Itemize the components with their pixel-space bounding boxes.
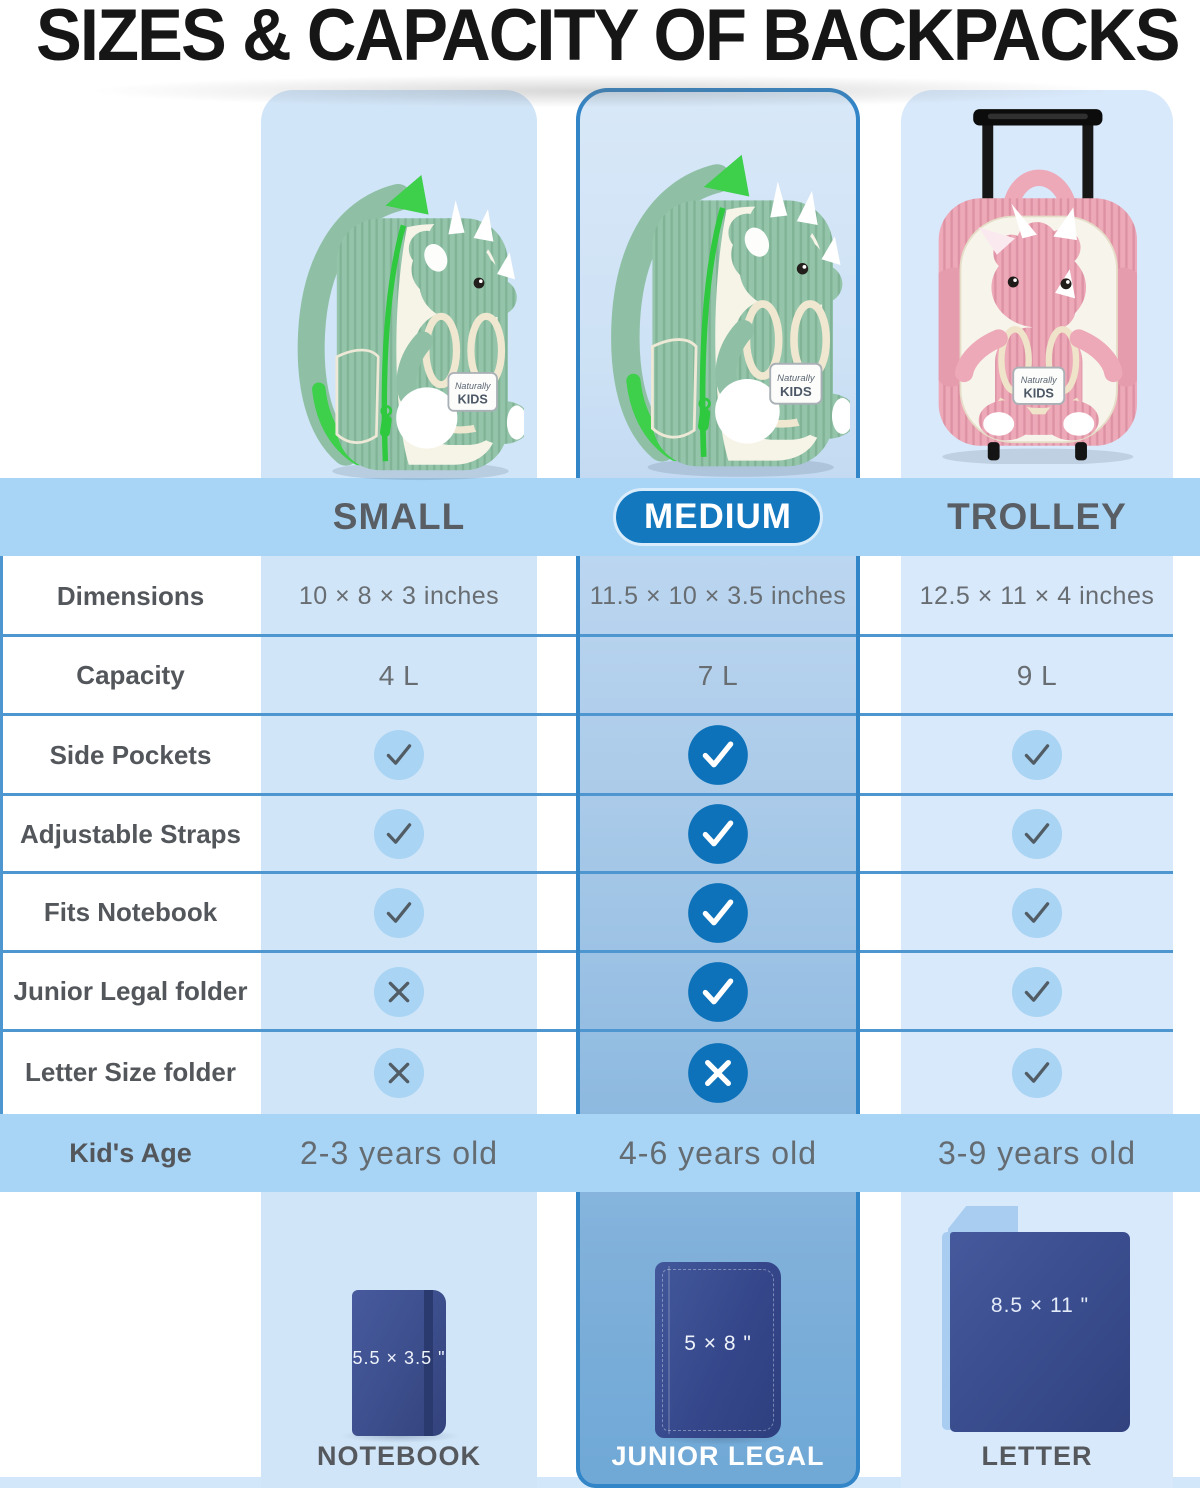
padfolio-spine bbox=[668, 1266, 670, 1434]
kids-age-band: Kid's Age 2-3 years old 4-6 years old 3-… bbox=[0, 1114, 1200, 1192]
cell-dimensions-trolley: 12.5 × 11 × 4 inches bbox=[919, 581, 1155, 610]
check-icon bbox=[261, 715, 537, 795]
cell-dimensions-medium: 11.5 × 10 × 3.5 inches bbox=[589, 581, 847, 610]
check-icon bbox=[576, 795, 860, 873]
row-junior-legal-folder: Junior Legal folder bbox=[0, 952, 1200, 1031]
row-divider bbox=[0, 713, 1173, 716]
column-header-small: SMALL bbox=[332, 496, 466, 537]
medium-column-highlight-border bbox=[576, 88, 860, 1488]
check-icon bbox=[901, 795, 1173, 873]
product-photo-medium-backpack bbox=[584, 126, 850, 478]
cross-icon bbox=[261, 1031, 537, 1114]
row-side-pockets: Side Pockets bbox=[0, 715, 1200, 795]
row-label-kids-age: Kid's Age bbox=[69, 1137, 192, 1168]
cell-capacity-medium: 7 L bbox=[697, 659, 739, 691]
cell-capacity-small: 4 L bbox=[378, 659, 420, 691]
junior-legal-padfolio-illustration: 5 × 8 " bbox=[655, 1262, 781, 1438]
cell-kids-age-trolley: 3-9 years old bbox=[938, 1134, 1136, 1171]
padfolio-stitching bbox=[662, 1269, 774, 1431]
junior-legal-caption: JUNIOR LEGAL bbox=[611, 1441, 825, 1471]
letter-caption: LETTER bbox=[981, 1441, 1093, 1471]
notebook-size-label: 5.5 × 3.5 " bbox=[352, 1348, 446, 1368]
row-fits-notebook: Fits Notebook bbox=[0, 873, 1200, 952]
title-shadow bbox=[70, 74, 1130, 108]
row-divider bbox=[0, 871, 1173, 874]
check-icon bbox=[901, 1031, 1173, 1114]
check-icon bbox=[901, 715, 1173, 795]
check-icon bbox=[261, 795, 537, 873]
cross-icon bbox=[576, 1031, 860, 1114]
row-letter-size-folder: Letter Size folder bbox=[0, 1031, 1200, 1114]
check-icon bbox=[901, 952, 1173, 1031]
letter-size-label: 8.5 × 11 " bbox=[990, 1294, 1090, 1317]
cell-dimensions-small: 10 × 8 × 3 inches bbox=[298, 581, 500, 610]
check-icon bbox=[901, 873, 1173, 952]
notebook-elastic-band bbox=[424, 1290, 433, 1436]
row-capacity: Capacity 4 L 7 L 9 L bbox=[0, 636, 1200, 715]
row-label-fits-notebook: Fits Notebook bbox=[43, 897, 218, 927]
check-icon bbox=[261, 873, 537, 952]
column-header-medium: MEDIUM bbox=[576, 478, 860, 556]
row-divider bbox=[0, 634, 1173, 637]
row-divider bbox=[0, 793, 1173, 796]
row-adjustable-straps: Adjustable Straps bbox=[0, 795, 1200, 873]
row-label-letter-size-folder: Letter Size folder bbox=[25, 1057, 236, 1087]
product-photo-small-backpack bbox=[272, 148, 524, 481]
letter-folder-illustration: 8.5 × 11 " bbox=[942, 1206, 1132, 1436]
row-divider bbox=[0, 1029, 1173, 1032]
check-icon bbox=[576, 952, 860, 1031]
page-title: SIZES & CAPACITY OF BACKPACKS bbox=[36, 0, 1180, 76]
cell-capacity-trolley: 9 L bbox=[1016, 659, 1058, 691]
check-icon bbox=[576, 873, 860, 952]
row-label-dimensions: Dimensions bbox=[56, 580, 205, 611]
cell-kids-age-medium: 4-6 years old bbox=[619, 1134, 817, 1171]
row-label-side-pockets: Side Pockets bbox=[49, 739, 212, 770]
product-photo-trolley-backpack bbox=[904, 100, 1168, 464]
row-label-adjustable-straps: Adjustable Straps bbox=[19, 818, 242, 849]
padfolio-size-label: 5 × 8 " bbox=[684, 1332, 752, 1355]
row-dimensions: Dimensions 10 × 8 × 3 inches 11.5 × 10 ×… bbox=[0, 556, 1200, 636]
cross-icon bbox=[261, 952, 537, 1031]
medium-highlight-pill: MEDIUM bbox=[616, 491, 820, 543]
notebook-caption: NOTEBOOK bbox=[316, 1441, 481, 1471]
check-icon bbox=[576, 715, 860, 795]
row-label-junior-legal-folder: Junior Legal folder bbox=[13, 976, 248, 1006]
row-label-capacity: Capacity bbox=[76, 660, 185, 690]
table-left-border bbox=[0, 556, 3, 1114]
row-divider bbox=[0, 950, 1173, 953]
column-header-trolley: TROLLEY bbox=[947, 496, 1127, 537]
folder-front: 8.5 × 11 " bbox=[950, 1232, 1130, 1432]
notebook-illustration: 5.5 × 3.5 " bbox=[352, 1290, 446, 1436]
column-header-band: SMALL MEDIUM TROLLEY bbox=[0, 478, 1200, 556]
cell-kids-age-small: 2-3 years old bbox=[300, 1134, 498, 1171]
